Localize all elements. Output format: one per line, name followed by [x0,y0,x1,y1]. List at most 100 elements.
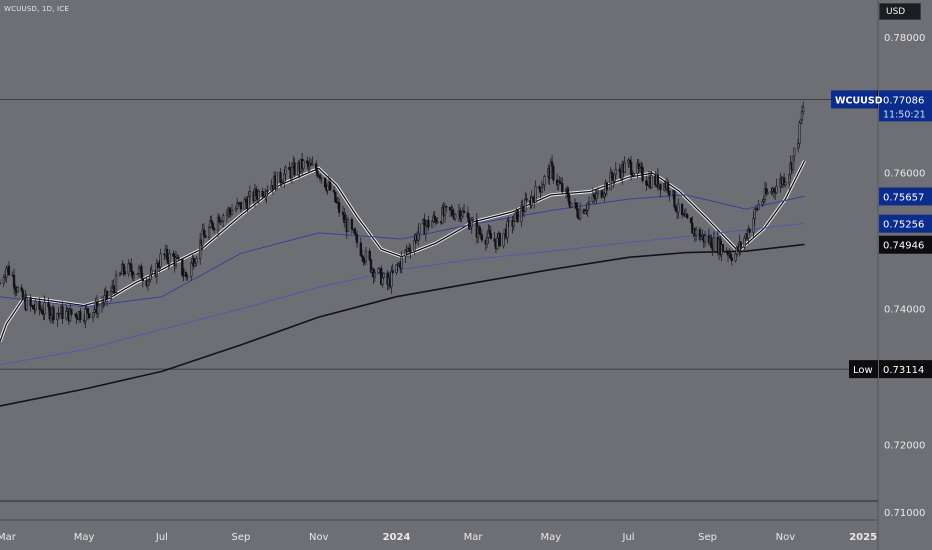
candle-body [521,205,524,212]
candle-body [150,270,153,275]
candle-body [155,262,158,277]
candle-body [220,220,223,223]
candle-body [766,192,769,195]
candle-body [2,277,5,284]
candle-body [578,209,582,219]
candle-body [355,234,359,244]
candle-body [86,308,90,314]
candle-body [377,268,380,273]
candle-body [91,312,95,318]
candle-body [674,206,677,212]
candle-body [637,163,640,169]
last-price-label: 0.77086 [883,95,924,106]
candle-body [512,221,515,227]
currency-selector[interactable]: USD [879,3,921,20]
candle-body [75,313,78,319]
candle-body [156,262,160,269]
candle-body [359,242,362,256]
candle-body [149,273,152,280]
candle-body [525,198,528,201]
candle-body [427,220,430,228]
candle-body [469,226,472,230]
candle-body [489,233,493,240]
candle-body [601,195,605,198]
candle-body [354,232,357,235]
candle-body [302,160,305,169]
candle-body [174,257,178,266]
candle-body [255,188,258,197]
candle-body [141,278,144,282]
candle-body [748,228,751,233]
candle-body [195,258,198,264]
symbol-name-label: WCUUSD [835,95,883,106]
x-tick-label: Nov [776,532,796,543]
candle-body [248,191,252,198]
x-tick-label: Mar [0,532,17,543]
candle-body [538,186,541,189]
candle-body [520,205,523,222]
ma-slow-line [0,223,805,365]
candle-body [244,199,248,203]
candle-body [360,255,364,258]
candle-body [207,227,211,238]
ma-value-label: 0.74946 [883,241,924,252]
candle-body [257,191,260,200]
candle-body [192,258,195,267]
candle-body [443,206,447,216]
candle-body [42,313,45,315]
candle-body [592,194,596,198]
candle-body [7,265,11,276]
candle-body [3,276,7,279]
candle-body [507,220,510,222]
candles-layer [0,101,805,328]
candle-body [52,307,55,320]
candle-body [493,238,496,242]
candle-body [798,122,801,144]
candle-body [524,198,527,212]
candle-body [698,229,702,240]
candle-body [485,237,489,245]
candle-body [650,175,653,188]
candle-body [93,309,96,313]
candle-body [34,300,37,310]
candle-body [434,218,438,224]
candle-body [418,223,421,234]
candle-body [165,248,169,260]
candle-body [311,163,314,166]
candle-body [400,256,403,269]
candle-body [58,313,62,315]
candle-body [56,313,59,320]
candle-body [609,171,612,191]
candle-body [225,212,229,216]
candle-body [603,193,606,197]
candle-body [128,263,132,266]
candle-body [712,236,716,251]
candle-body [761,200,764,205]
candle-body [266,190,269,192]
candle-body [353,228,356,234]
candle-body [390,270,393,287]
candle-body [460,215,463,219]
candle-body [158,266,161,269]
candle-body [329,182,332,191]
candle-body [575,202,578,209]
candle-body [799,119,802,124]
candle-body [570,202,573,208]
candle-body [323,177,327,188]
candle-body [21,290,25,300]
candle-body [122,264,125,272]
x-tick-label: Jul [155,532,168,543]
candle-body [391,270,394,273]
candle-body [243,199,246,210]
candle-body [680,203,684,216]
candle-body [549,161,552,179]
candle-body [290,166,294,179]
candle-body [40,309,44,315]
candle-body [186,276,189,278]
candle-body [502,233,505,247]
candle-body [796,143,800,149]
x-tick-label: Jul [622,532,635,543]
candle-body [318,175,322,179]
